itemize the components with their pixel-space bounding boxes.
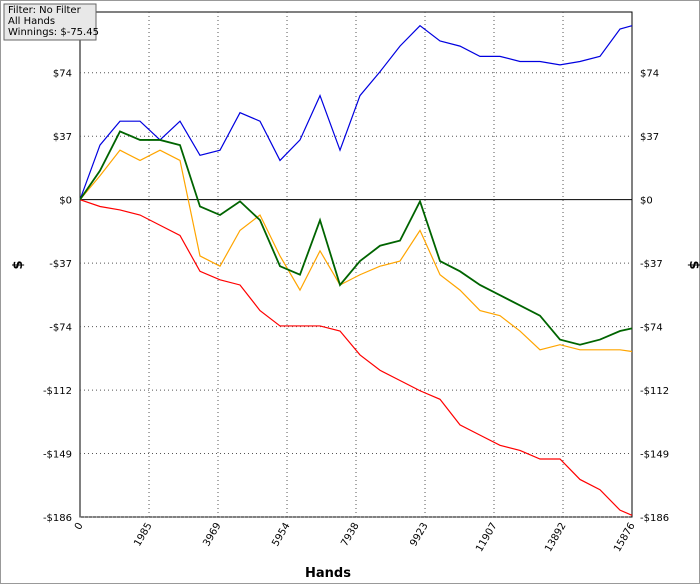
series-line	[79, 149, 633, 353]
info-text: Winnings: $-75.45	[8, 27, 99, 38]
y-tick-label: -$74	[49, 323, 72, 334]
y-tick-label: -$149	[43, 450, 72, 461]
y-tick-label-right: -$186	[640, 513, 669, 524]
y-tick-label-right: $0	[640, 196, 653, 207]
y-tick-label-right: $74	[640, 69, 659, 80]
y-tick-label-right: -$112	[640, 386, 669, 397]
series-line	[79, 130, 633, 346]
series-line	[79, 24, 633, 200]
y-tick-label-right: -$74	[640, 323, 663, 334]
y-tick-label: $74	[53, 69, 72, 80]
y-tick-label-right: $37	[640, 132, 659, 143]
info-text: All Hands	[8, 16, 55, 27]
y-tick-label: -$186	[43, 513, 72, 524]
y-tick-label: $37	[53, 132, 72, 143]
x-axis-label: Hands	[305, 566, 351, 581]
x-tick-label: 0	[73, 521, 86, 532]
y-tick-label-right: -$149	[640, 450, 669, 461]
y-tick-label: $0	[59, 196, 72, 207]
series-line	[79, 199, 633, 516]
info-text: Filter: No Filter	[8, 5, 82, 16]
y-tick-label-right: -$37	[640, 259, 663, 270]
y-axis-label: $	[11, 260, 26, 269]
info-box-bg	[3, 3, 97, 41]
info-box: Filter: No Filter All Hands Winnings: $-…	[3, 3, 99, 41]
y-axis-label-right: $	[686, 260, 700, 269]
y-tick-label: -$37	[49, 259, 72, 270]
y-tick-label: -$112	[43, 386, 72, 397]
